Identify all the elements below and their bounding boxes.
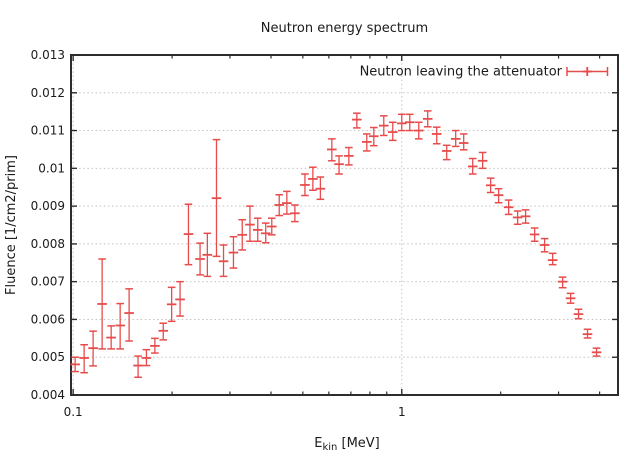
error-bar bbox=[573, 308, 584, 320]
error-bar bbox=[503, 199, 514, 216]
y-tick-label: 0.006 bbox=[31, 312, 65, 326]
error-bar bbox=[211, 138, 222, 258]
error-bar bbox=[413, 121, 424, 140]
error-bar bbox=[477, 151, 488, 170]
error-bar bbox=[362, 133, 372, 152]
error-bar bbox=[290, 204, 300, 223]
error-bar bbox=[252, 217, 263, 242]
error-bar bbox=[467, 157, 478, 175]
error-bar bbox=[115, 302, 125, 350]
error-bar bbox=[237, 218, 248, 251]
error-bar bbox=[493, 187, 504, 204]
grid-lines bbox=[71, 55, 618, 395]
error-bar bbox=[582, 328, 593, 339]
y-tick-label: 0.007 bbox=[31, 275, 65, 289]
error-bar bbox=[378, 115, 389, 137]
y-tick-label: 0.011 bbox=[31, 124, 65, 138]
error-bar bbox=[202, 232, 213, 278]
y-tick-label: 0.004 bbox=[31, 388, 65, 402]
error-bar bbox=[458, 133, 469, 151]
error-bar bbox=[344, 146, 354, 166]
error-bar bbox=[97, 258, 107, 350]
error-bar bbox=[70, 356, 80, 373]
error-bar bbox=[166, 286, 177, 323]
error-bar bbox=[124, 288, 134, 342]
error-bar bbox=[158, 322, 169, 341]
error-bar bbox=[369, 126, 379, 147]
y-tick-label: 0.009 bbox=[31, 199, 65, 213]
error-bar bbox=[431, 126, 442, 145]
error-bar bbox=[228, 235, 239, 269]
error-bar bbox=[195, 242, 205, 276]
error-bar bbox=[441, 144, 452, 161]
y-axis-label: Fluence [1/cm2/prim] bbox=[4, 155, 19, 295]
error-bar bbox=[591, 347, 602, 357]
error-bar bbox=[308, 166, 318, 191]
error-bar bbox=[266, 217, 277, 236]
plot-border bbox=[70, 54, 619, 396]
error-bar bbox=[422, 110, 433, 128]
error-bar bbox=[334, 155, 344, 175]
error-bar bbox=[529, 227, 540, 242]
x-tick-label: 0.1 bbox=[64, 405, 83, 419]
error-bar bbox=[404, 113, 415, 132]
error-bar bbox=[183, 203, 194, 266]
chart-title: Neutron energy spectrum bbox=[261, 21, 428, 36]
error-bar bbox=[565, 292, 576, 304]
x-axis-label: Ekin [MeV] bbox=[314, 436, 380, 453]
error-bar bbox=[539, 237, 550, 253]
error-bar bbox=[79, 344, 89, 374]
legend-sample-errorbar bbox=[566, 67, 609, 76]
error-bar bbox=[387, 121, 398, 142]
error-bar bbox=[396, 113, 407, 132]
y-tick-label: 0.01 bbox=[38, 161, 65, 175]
error-bar bbox=[141, 348, 152, 367]
error-bar bbox=[245, 205, 255, 242]
error-bar bbox=[450, 129, 461, 148]
error-bar bbox=[315, 176, 326, 201]
error-bar bbox=[520, 209, 531, 224]
error-bar bbox=[300, 173, 310, 197]
tick-labels: 0.004 0.005 0.006 0.007 0.008 0.009 0.01 0.011 0… bbox=[31, 48, 406, 419]
error-bar bbox=[260, 222, 271, 244]
error-bar bbox=[512, 210, 523, 225]
error-bar bbox=[327, 138, 337, 162]
error-bar bbox=[175, 280, 185, 317]
y-tick-label: 0.005 bbox=[31, 350, 65, 364]
error-bar bbox=[547, 252, 558, 266]
error-bar bbox=[88, 330, 98, 367]
y-tick-label: 0.008 bbox=[31, 237, 65, 251]
error-bar bbox=[282, 190, 292, 215]
error-bar-series bbox=[70, 110, 602, 378]
error-bar bbox=[133, 355, 143, 378]
legend: Neutron leaving the attenuator bbox=[360, 65, 609, 80]
y-tick-label: 0.012 bbox=[31, 86, 65, 100]
y-tick-label: 0.013 bbox=[31, 48, 65, 62]
error-bar bbox=[274, 194, 285, 217]
error-bar bbox=[218, 244, 229, 278]
legend-label: Neutron leaving the attenuator bbox=[360, 65, 563, 80]
x-tick-label: 1 bbox=[398, 405, 406, 419]
error-bar bbox=[557, 276, 568, 289]
error-bar bbox=[106, 325, 116, 350]
axis-ticks bbox=[71, 54, 618, 396]
error-bar bbox=[150, 337, 160, 354]
error-bar bbox=[485, 177, 496, 194]
error-bar bbox=[352, 112, 362, 129]
